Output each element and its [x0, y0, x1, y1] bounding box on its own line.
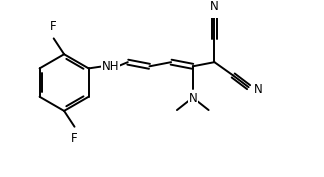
Text: N: N [189, 92, 197, 105]
Text: F: F [50, 20, 57, 33]
Text: N: N [210, 0, 219, 13]
Text: NH: NH [101, 60, 119, 73]
Text: F: F [71, 132, 78, 145]
Text: N: N [254, 83, 263, 96]
